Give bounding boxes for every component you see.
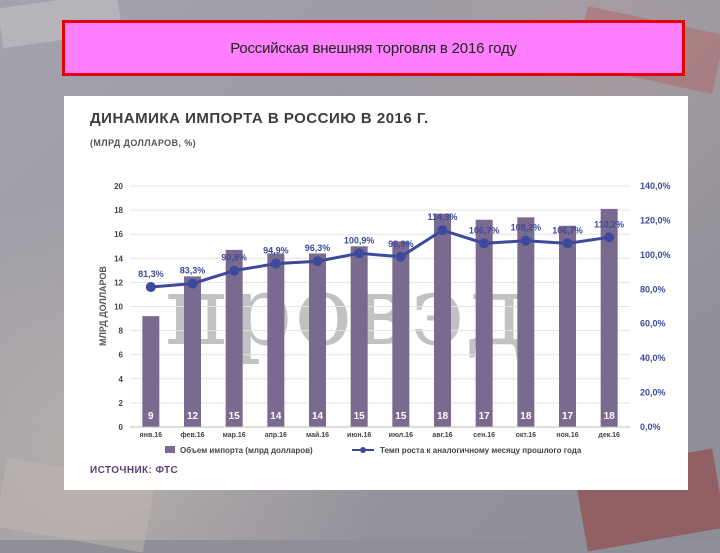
chart-title: ДИНАМИКА ИМПОРТА В РОССИЮ В 2016 Г. — [90, 110, 429, 127]
y2-tick-label: 100,0% — [640, 250, 671, 260]
growth-value-label: 110,2% — [594, 219, 624, 229]
y-tick-label: 18 — [114, 206, 123, 215]
y-axis-label: МЛРД ДОЛЛАРОВ — [98, 266, 108, 346]
y-tick-label: 6 — [119, 351, 124, 360]
growth-point — [562, 238, 573, 249]
bar-value-label: 15 — [229, 411, 241, 422]
growth-value-label: 94,9% — [263, 246, 289, 256]
bar — [309, 253, 326, 427]
growth-line — [150, 228, 610, 289]
bar — [142, 316, 160, 427]
source-label: ИСТОЧНИК: ФТС — [90, 465, 179, 476]
bar-value-label: 18 — [437, 411, 449, 422]
bar — [434, 213, 451, 427]
bar — [184, 276, 201, 427]
growth-value-label: 114,3% — [427, 212, 457, 222]
y-tick-label: 10 — [114, 303, 123, 312]
growth-point — [270, 258, 281, 269]
bar — [392, 241, 410, 427]
growth-value-label: 83,3% — [180, 266, 206, 276]
x-tick-label: мар.16 — [223, 432, 246, 439]
x-tick-label: фев.16 — [181, 432, 205, 439]
bar-value-label: 18 — [520, 411, 532, 422]
bar-value-label: 15 — [395, 411, 407, 422]
slide-title-box: Российская внешняя торговля в 2016 году — [62, 20, 685, 76]
x-tick-label: окт.16 — [516, 432, 536, 439]
bar-value-label: 14 — [270, 411, 282, 422]
x-tick-label: май.16 — [306, 431, 329, 439]
bar-value-label: 17 — [479, 411, 491, 422]
growth-value-label: 90,8% — [221, 253, 247, 263]
chart-subtitle: (МЛРД ДОЛЛАРОВ, %) — [90, 138, 197, 148]
bar — [225, 249, 243, 427]
y2-tick-label: 140,0% — [640, 181, 671, 191]
x-tick-label: июл.16 — [389, 432, 413, 439]
growth-point — [437, 225, 448, 236]
bar-value-label: 17 — [562, 411, 574, 422]
bar-value-label: 15 — [354, 411, 366, 422]
growth-point — [312, 256, 323, 267]
y-tick-label: 16 — [114, 230, 123, 239]
growth-value-label: 106,7% — [469, 225, 500, 235]
y-tick-label: 0 — [119, 423, 124, 432]
growth-point — [479, 238, 490, 249]
bar-value-label: 9 — [148, 411, 154, 422]
growth-value-label: 108,2% — [511, 223, 542, 233]
bar-value-label: 12 — [187, 411, 199, 422]
bar — [475, 219, 493, 427]
x-tick-label: янв.16 — [140, 432, 162, 439]
x-tick-label: дек.16 — [598, 432, 620, 439]
x-tick-label: авг.16 — [432, 432, 452, 439]
growth-value-label: 106,7% — [552, 225, 583, 235]
y2-tick-label: 120,0% — [640, 215, 671, 225]
y2-tick-label: 60,0% — [640, 319, 666, 329]
growth-point — [229, 265, 240, 276]
x-tick-label: сен.16 — [473, 432, 495, 439]
bar-value-label: 18 — [604, 411, 616, 422]
growth-value-label: 100,9% — [344, 235, 375, 245]
growth-point — [395, 251, 406, 262]
growth-point — [187, 278, 198, 289]
legend-line-label: Темп роста к аналогичному месяцу прошлог… — [380, 446, 582, 455]
bar — [350, 246, 368, 427]
y2-tick-label: 80,0% — [640, 284, 666, 294]
growth-point — [145, 282, 156, 293]
y-tick-label: 14 — [114, 254, 123, 263]
bar — [600, 208, 618, 427]
chart-svg: МЛРД ДОЛЛАРОВ 0 2 4 6 8 10 12 14 16 18 20 0,0% 20,0%… — [98, 181, 671, 455]
y-tick-label: 2 — [119, 399, 124, 408]
slide-title: Российская внешняя торговля в 2016 году — [230, 39, 517, 57]
x-tick-label: июн.16 — [347, 432, 371, 439]
legend-bar-swatch — [165, 446, 175, 453]
y2-tick-label: 40,0% — [640, 353, 666, 363]
bar-value-label: 14 — [312, 411, 324, 422]
growth-point — [520, 235, 531, 246]
x-tick-label: ноя.16 — [556, 432, 578, 439]
y2-tick-label: 20,0% — [640, 388, 666, 398]
growth-point — [604, 232, 615, 243]
growth-value-label: 81,3% — [138, 269, 164, 279]
bar — [559, 225, 576, 427]
y-tick-label: 8 — [119, 327, 124, 336]
y-tick-label: 20 — [114, 182, 123, 191]
growth-point — [354, 248, 365, 259]
bar — [267, 253, 285, 427]
y-tick-label: 4 — [119, 375, 124, 384]
x-tick-label: апр.16 — [265, 432, 287, 439]
legend-line-marker — [360, 447, 366, 453]
bar — [517, 217, 535, 427]
growth-value-label: 98,9% — [388, 239, 414, 249]
y-tick-label: 12 — [114, 278, 123, 287]
y2-tick-label: 0,0% — [640, 422, 661, 432]
growth-value-label: 96,3% — [305, 243, 331, 253]
legend-bar-label: Объем импорта (млрд долларов) — [180, 446, 313, 455]
chart-panel — [64, 96, 688, 490]
